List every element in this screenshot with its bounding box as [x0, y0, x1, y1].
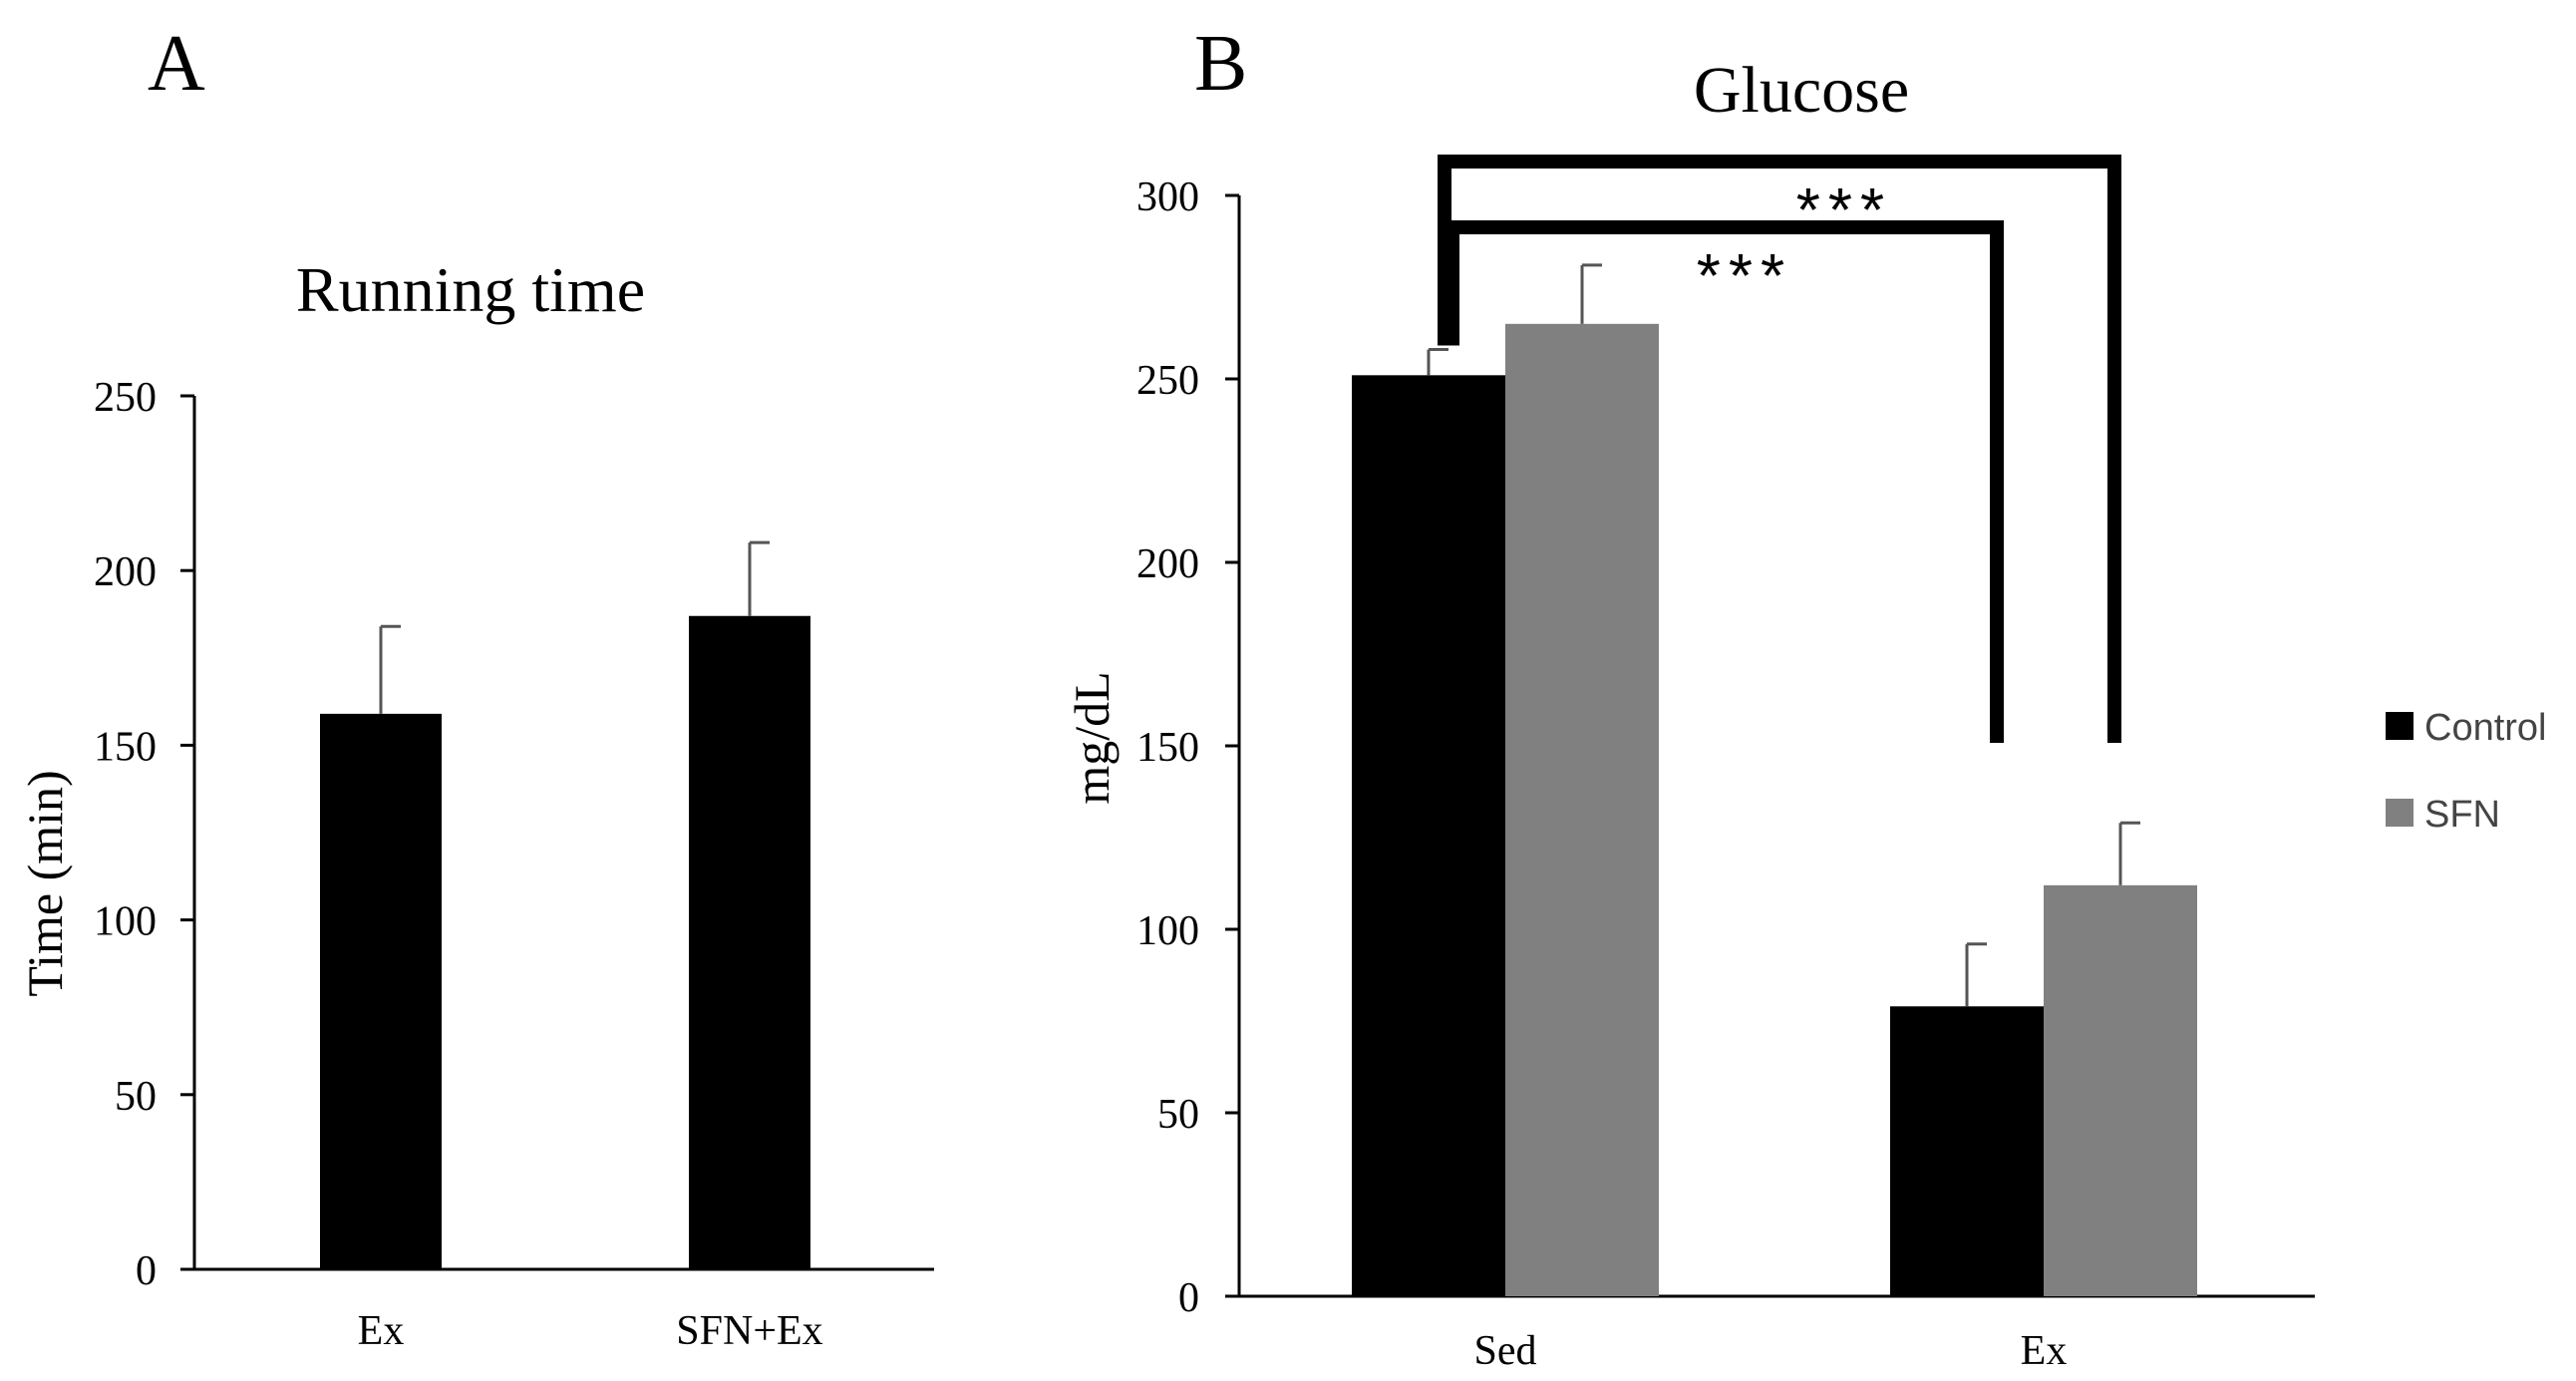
chart-b-legend-label: SFN — [2424, 794, 2500, 836]
chart-a-title: Running time — [296, 254, 645, 325]
chart-a-x-tick-label: Ex — [358, 1308, 405, 1354]
chart-b-y-tick-label: 100 — [1136, 908, 1199, 954]
chart-b-legend-swatch-sfn — [2386, 799, 2414, 827]
chart-b-significance-brackets: ****** — [1438, 155, 2121, 743]
chart-b-y-tick-label: 50 — [1157, 1092, 1199, 1138]
chart-b-title: Glucose — [1694, 54, 1909, 127]
chart-b-legend-swatch-control — [2386, 712, 2414, 740]
chart-b-bar-control — [1890, 1006, 2044, 1296]
chart-b-x-tick-label: Sed — [1474, 1328, 1537, 1374]
chart-a-y-tick-label: 150 — [94, 724, 157, 770]
chart-a-y-tick-label: 250 — [94, 375, 157, 421]
chart-b-bar-sfn — [1505, 323, 1659, 1296]
chart-b-y-tick-label: 250 — [1136, 358, 1199, 404]
chart-b-x-tick-label: Ex — [2021, 1328, 2068, 1374]
chart-a-y-tick-label: 100 — [94, 899, 157, 945]
chart-a-bar — [689, 615, 810, 1269]
panel-b-label: B — [1194, 20, 1247, 108]
chart-b-ylabel: mg/dL — [1064, 671, 1120, 804]
chart-a-bars — [320, 540, 810, 1269]
chart-b-legend: Control SFN — [2386, 707, 2547, 836]
chart-b-significance-label: *** — [1796, 176, 1892, 245]
chart-b-significance-label: *** — [1697, 242, 1792, 311]
glucose-chart: Glucose mg/dL 0 50 100 150 200 250 300 Sed Ex *… — [1064, 54, 2547, 1374]
chart-a-ylabel: Time (min) — [17, 770, 73, 996]
chart-b-y-tick-label: 300 — [1136, 174, 1199, 220]
chart-b-bracket-outer — [1438, 155, 2121, 743]
chart-a-y-ticks: 0 50 100 150 200 250 — [94, 375, 194, 1294]
chart-a-y-tick-label: 200 — [94, 549, 157, 595]
chart-b-legend-label: Control — [2424, 707, 2547, 749]
chart-b-bars — [1352, 263, 2197, 1296]
chart-b-y-tick-label: 150 — [1136, 725, 1199, 771]
chart-a-bar — [320, 713, 442, 1269]
chart-b-y-tick-label: 200 — [1136, 541, 1199, 587]
chart-b-y-ticks: 0 50 100 150 200 250 300 — [1136, 174, 1239, 1321]
chart-a-y-tick-label: 0 — [136, 1248, 157, 1294]
running-time-chart: Running time Time (min) 050100150200250 … — [17, 254, 934, 1354]
chart-b-y-tick-label: 0 — [1178, 1275, 1199, 1321]
chart-a-axes — [192, 396, 934, 1271]
panel-a-label: A — [148, 20, 205, 108]
chart-b-bar-sfn — [2044, 884, 2197, 1296]
chart-b-bracket-inner — [1446, 220, 2004, 743]
chart-a-y-tick-label: 50 — [115, 1074, 157, 1120]
chart-a-x-labels: Ex SFN+Ex — [358, 1308, 823, 1354]
chart-a-x-tick-label: SFN+Ex — [676, 1308, 822, 1354]
chart-b-x-labels: Sed Ex — [1474, 1328, 2068, 1374]
chart-b-bar-control — [1352, 375, 1505, 1296]
